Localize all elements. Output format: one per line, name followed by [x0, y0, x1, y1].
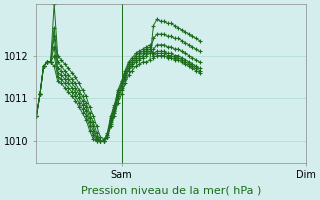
- X-axis label: Pression niveau de la mer( hPa ): Pression niveau de la mer( hPa ): [81, 186, 261, 196]
